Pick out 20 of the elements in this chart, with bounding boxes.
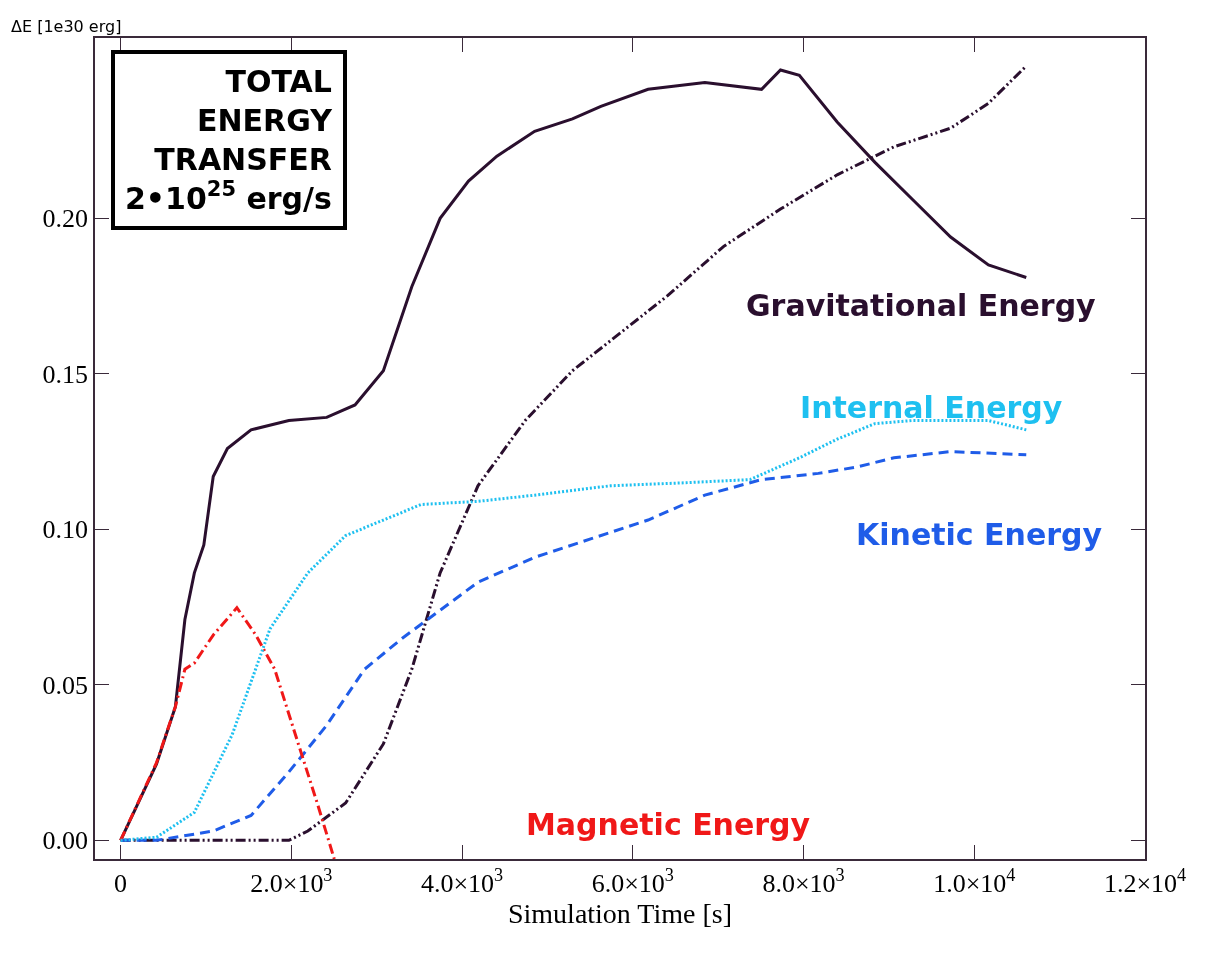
series-label: Kinetic Energy [856, 517, 1103, 552]
annotation: 2•10$^{25}$ erg/s [125, 177, 332, 216]
y-tick-label: 0.20 [42, 204, 89, 234]
line-series [119, 606, 336, 859]
text: Magnetic Energy [526, 807, 811, 842]
x-tick-label: 6.0×10$^{3}$ [591, 865, 674, 898]
x-tick-label: 1.2×10$^{4}$ [1103, 865, 1187, 898]
x-tick-label: 4.0×10$^{3}$ [420, 865, 504, 898]
y-tick-label: 0.05 [42, 670, 89, 700]
x-tick-label: 8.0×10$^{3}$ [762, 865, 845, 898]
y-axis-title: ΔE [1e30 erg] [11, 17, 122, 36]
y-tick-label: 0.10 [42, 515, 89, 545]
x-tick-label: 2.0×10$^{3}$ [250, 865, 333, 898]
y-tick-label: 0.00 [42, 826, 89, 856]
series-label: Internal Energy [800, 390, 1063, 425]
x-axis-title: Simulation Time [s] [507, 897, 733, 929]
x-tick-label: 1.0×10$^{4}$ [933, 865, 1016, 898]
x-tick-label: 0 [114, 868, 128, 898]
y-tick-label: 0.15 [42, 359, 89, 389]
series-label: Gravitational Energy [746, 288, 1097, 323]
